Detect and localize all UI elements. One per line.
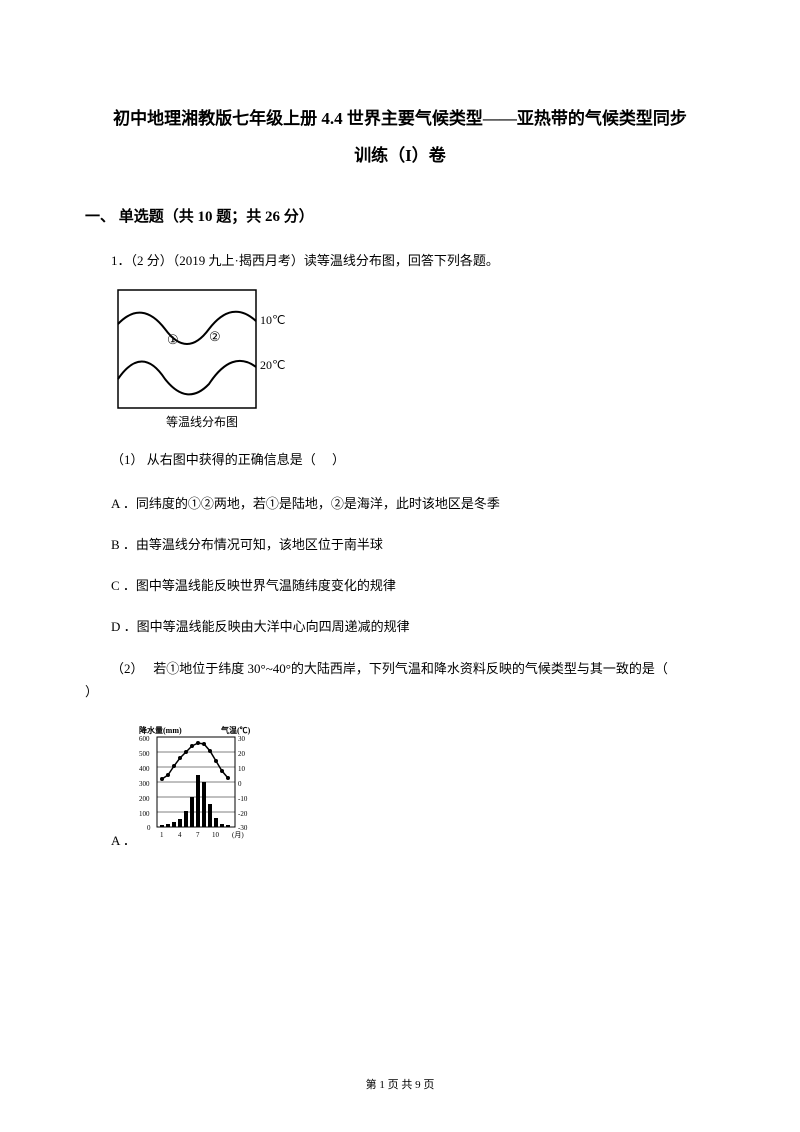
sub-question-2: （2） 若①地位于纬度 30°~40°的大陆西岸，下列气温和降水资料反映的气候类… bbox=[85, 657, 715, 704]
temp-20c-label: 20℃ bbox=[260, 358, 285, 372]
option-1c: C ．图中等温线能反映世界气温随纬度变化的规律 bbox=[85, 575, 715, 594]
svg-text:10: 10 bbox=[238, 765, 246, 773]
title-line2: 训练（I）卷 bbox=[354, 146, 446, 165]
point-2-label: ② bbox=[209, 329, 221, 344]
svg-text:7: 7 bbox=[196, 831, 200, 839]
sub-question-1: （1） 从右图中获得的正确信息是（ ） bbox=[85, 450, 715, 471]
climate-chart-figure: 降水量(mm) 气温(℃) 600 500 400 300 200 100 0 … bbox=[133, 723, 263, 848]
question1-intro: 1．（2 分）（2019 九上·揭西月考）读等温线分布图，回答下列各题。 bbox=[85, 250, 715, 269]
svg-text:600: 600 bbox=[139, 735, 150, 743]
svg-text:0: 0 bbox=[238, 780, 242, 788]
point-1-label: ① bbox=[167, 332, 179, 347]
svg-text:(月): (月) bbox=[232, 831, 244, 839]
sub-q2-line2: ） bbox=[85, 680, 715, 703]
page-footer: 第 1 页 共 9 页 bbox=[0, 1076, 800, 1092]
temp-10c-label: 10℃ bbox=[260, 313, 285, 327]
svg-text:10: 10 bbox=[212, 831, 220, 839]
svg-text:200: 200 bbox=[139, 795, 150, 803]
svg-text:1: 1 bbox=[160, 831, 164, 839]
svg-text:300: 300 bbox=[139, 780, 150, 788]
figure1-caption: 等温线分布图 bbox=[117, 413, 287, 430]
svg-text:4: 4 bbox=[178, 831, 182, 839]
svg-text:100: 100 bbox=[139, 810, 150, 818]
isotherm-figure: ① ② 10℃ 20℃ 等温线分布图 bbox=[117, 289, 287, 430]
svg-text:-20: -20 bbox=[238, 810, 248, 818]
svg-text:0: 0 bbox=[147, 824, 151, 832]
precip-axis-label: 降水量(mm) bbox=[139, 725, 182, 735]
title-line1: 初中地理湘教版七年级上册 4.4 世界主要气候类型——亚热带的气候类型同步 bbox=[113, 109, 687, 128]
option-1a: A ．同纬度的①②两地，若①是陆地，②是海洋，此时该地区是冬季 bbox=[85, 493, 715, 512]
svg-text:400: 400 bbox=[139, 765, 150, 773]
temp-axis-label: 气温(℃) bbox=[220, 725, 251, 735]
document-title: 初中地理湘教版七年级上册 4.4 世界主要气候类型——亚热带的气候类型同步 训练… bbox=[85, 100, 715, 175]
svg-text:-10: -10 bbox=[238, 795, 248, 803]
sub-q2-line1: （2） 若①地位于纬度 30°~40°的大陆西岸，下列气温和降水资料反映的气候类… bbox=[85, 657, 715, 680]
option-1d: D ．图中等温线能反映由大洋中心向四周递减的规律 bbox=[85, 616, 715, 635]
svg-text:500: 500 bbox=[139, 750, 150, 758]
option-1b: B ．由等温线分布情况可知，该地区位于南半球 bbox=[85, 534, 715, 553]
svg-text:30: 30 bbox=[238, 735, 246, 743]
svg-text:20: 20 bbox=[238, 750, 246, 758]
section-header: 一、 单选题（共 10 题；共 26 分） bbox=[85, 205, 715, 226]
